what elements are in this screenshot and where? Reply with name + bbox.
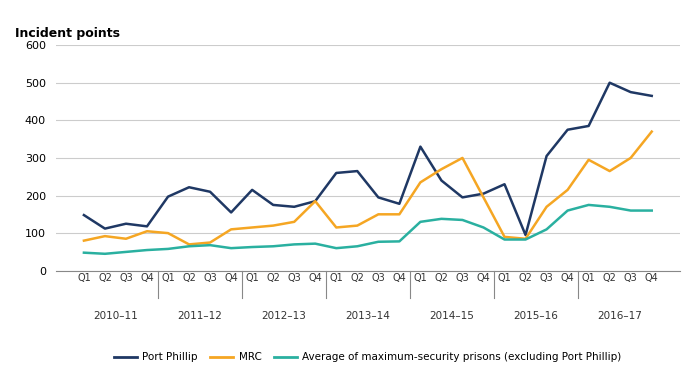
Text: 2010–11: 2010–11 bbox=[93, 311, 138, 321]
MRC bbox=[80, 238, 88, 243]
Average of maximum-security prisons (excluding Port Phillip) bbox=[521, 237, 530, 242]
Average of maximum-security prisons (excluding Port Phillip) bbox=[290, 242, 298, 247]
Port Phillip bbox=[437, 178, 446, 183]
Port Phillip bbox=[480, 191, 488, 196]
MRC bbox=[269, 223, 278, 228]
Port Phillip bbox=[395, 202, 403, 206]
Port Phillip bbox=[584, 124, 593, 128]
Port Phillip bbox=[143, 224, 151, 229]
Port Phillip bbox=[269, 203, 278, 207]
MRC bbox=[143, 229, 151, 233]
Average of maximum-security prisons (excluding Port Phillip) bbox=[543, 227, 551, 232]
MRC bbox=[122, 237, 130, 241]
MRC bbox=[458, 156, 466, 160]
Average of maximum-security prisons (excluding Port Phillip) bbox=[416, 220, 425, 224]
Legend: Port Phillip, MRC, Average of maximum-security prisons (excluding Port Phillip): Port Phillip, MRC, Average of maximum-se… bbox=[110, 348, 625, 367]
MRC bbox=[437, 167, 446, 171]
MRC bbox=[374, 212, 382, 217]
Average of maximum-security prisons (excluding Port Phillip) bbox=[605, 205, 613, 209]
Average of maximum-security prisons (excluding Port Phillip) bbox=[374, 240, 382, 244]
Port Phillip bbox=[564, 127, 572, 132]
Port Phillip bbox=[458, 195, 466, 200]
Line: Port Phillip: Port Phillip bbox=[84, 83, 652, 235]
Text: 2015–16: 2015–16 bbox=[514, 311, 559, 321]
MRC bbox=[543, 205, 551, 209]
Average of maximum-security prisons (excluding Port Phillip) bbox=[164, 247, 172, 251]
Average of maximum-security prisons (excluding Port Phillip) bbox=[437, 217, 446, 221]
Average of maximum-security prisons (excluding Port Phillip) bbox=[500, 237, 509, 242]
MRC bbox=[395, 212, 403, 217]
MRC bbox=[416, 180, 425, 185]
Average of maximum-security prisons (excluding Port Phillip) bbox=[206, 243, 214, 247]
Port Phillip bbox=[605, 80, 613, 85]
Average of maximum-security prisons (excluding Port Phillip) bbox=[248, 245, 256, 249]
MRC bbox=[227, 227, 235, 232]
Line: Average of maximum-security prisons (excluding Port Phillip): Average of maximum-security prisons (exc… bbox=[84, 205, 652, 254]
Port Phillip bbox=[648, 94, 656, 98]
Line: MRC: MRC bbox=[84, 132, 652, 244]
Average of maximum-security prisons (excluding Port Phillip) bbox=[480, 225, 488, 230]
Average of maximum-security prisons (excluding Port Phillip) bbox=[185, 244, 193, 249]
Port Phillip bbox=[206, 190, 214, 194]
Average of maximum-security prisons (excluding Port Phillip) bbox=[332, 246, 341, 250]
Average of maximum-security prisons (excluding Port Phillip) bbox=[584, 203, 593, 207]
Average of maximum-security prisons (excluding Port Phillip) bbox=[80, 250, 88, 255]
Port Phillip bbox=[101, 226, 109, 231]
MRC bbox=[290, 220, 298, 224]
MRC bbox=[627, 156, 635, 160]
Average of maximum-security prisons (excluding Port Phillip) bbox=[101, 252, 109, 256]
Port Phillip bbox=[311, 199, 319, 203]
Average of maximum-security prisons (excluding Port Phillip) bbox=[395, 239, 403, 244]
Port Phillip bbox=[353, 169, 362, 173]
Text: 2014–15: 2014–15 bbox=[430, 311, 475, 321]
Average of maximum-security prisons (excluding Port Phillip) bbox=[122, 250, 130, 254]
MRC bbox=[311, 199, 319, 203]
Port Phillip bbox=[543, 154, 551, 158]
Average of maximum-security prisons (excluding Port Phillip) bbox=[269, 244, 278, 249]
Text: 2011–12: 2011–12 bbox=[177, 311, 222, 321]
Port Phillip bbox=[627, 90, 635, 94]
MRC bbox=[101, 234, 109, 238]
Average of maximum-security prisons (excluding Port Phillip) bbox=[648, 208, 656, 213]
Average of maximum-security prisons (excluding Port Phillip) bbox=[143, 248, 151, 252]
Port Phillip bbox=[374, 195, 382, 200]
Average of maximum-security prisons (excluding Port Phillip) bbox=[627, 208, 635, 213]
MRC bbox=[185, 242, 193, 247]
Port Phillip bbox=[500, 182, 509, 186]
MRC bbox=[584, 158, 593, 162]
Port Phillip bbox=[521, 233, 530, 237]
MRC bbox=[206, 240, 214, 245]
Text: 2016–17: 2016–17 bbox=[598, 311, 643, 321]
Text: Incident points: Incident points bbox=[15, 27, 120, 40]
Port Phillip bbox=[332, 171, 341, 175]
Average of maximum-security prisons (excluding Port Phillip) bbox=[564, 208, 572, 213]
Port Phillip bbox=[248, 188, 256, 192]
MRC bbox=[500, 235, 509, 239]
Port Phillip bbox=[80, 213, 88, 217]
Port Phillip bbox=[164, 194, 172, 199]
Port Phillip bbox=[290, 205, 298, 209]
MRC bbox=[564, 188, 572, 192]
Text: 2013–14: 2013–14 bbox=[346, 311, 390, 321]
Port Phillip bbox=[122, 221, 130, 226]
MRC bbox=[353, 223, 362, 228]
MRC bbox=[164, 231, 172, 235]
MRC bbox=[521, 237, 530, 241]
MRC bbox=[605, 169, 613, 173]
Average of maximum-security prisons (excluding Port Phillip) bbox=[458, 218, 466, 222]
MRC bbox=[648, 129, 656, 134]
MRC bbox=[248, 225, 256, 230]
Average of maximum-security prisons (excluding Port Phillip) bbox=[353, 244, 362, 249]
Average of maximum-security prisons (excluding Port Phillip) bbox=[311, 241, 319, 246]
Port Phillip bbox=[185, 185, 193, 190]
Average of maximum-security prisons (excluding Port Phillip) bbox=[227, 246, 235, 250]
Port Phillip bbox=[227, 210, 235, 215]
MRC bbox=[332, 225, 341, 230]
Text: 2012–13: 2012–13 bbox=[261, 311, 306, 321]
Port Phillip bbox=[416, 144, 425, 149]
MRC bbox=[480, 195, 488, 200]
